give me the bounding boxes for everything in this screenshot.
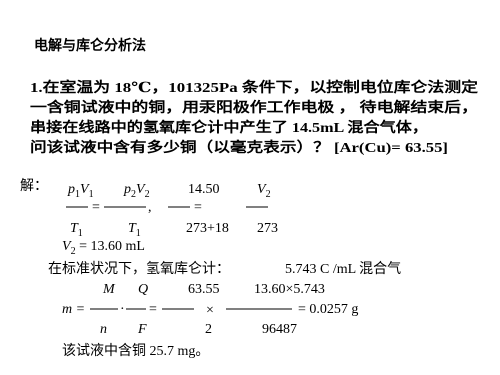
rate-text: 5.743 C /mL 混合气	[285, 261, 401, 277]
operator: =	[149, 302, 157, 317]
lhs: m =	[62, 302, 85, 317]
numerator: 13.60×5.743	[254, 282, 325, 297]
subscript: 2	[71, 246, 76, 257]
problem-line: 1.在室温为 18℃，101325Pa 条件下，以控制电位库仑法测定	[30, 79, 478, 96]
v2-result: V2 = 13.60 mL	[62, 239, 145, 257]
subscript: 2	[131, 189, 136, 200]
subscript: 2	[266, 189, 271, 200]
operator: ,	[148, 200, 152, 215]
symbol: V	[80, 182, 90, 197]
denominator: 96487	[262, 322, 297, 337]
subscript: 2	[145, 189, 150, 200]
denominator: n	[100, 322, 107, 337]
symbol: V	[257, 182, 267, 197]
symbol: T	[128, 221, 137, 236]
text: = 13.60 mL	[76, 239, 145, 254]
operator: ×	[206, 303, 214, 318]
numerator: V2	[257, 182, 271, 200]
answer: 该试液中含铜 25.7 mg。	[62, 343, 209, 359]
operator: =	[92, 200, 100, 215]
standard-text: 在标准状况下，氢氧库仑计：	[48, 261, 230, 277]
denominator: 273+18	[186, 221, 229, 236]
symbol: V	[62, 239, 72, 254]
numerator: 63.55	[188, 282, 220, 297]
numerator: 14.50	[188, 182, 220, 197]
problem-line: 一含铜试液中的铜，用汞阳极作工作电极 ， 待电解结束后，	[30, 99, 478, 116]
subscript: 1	[136, 228, 141, 239]
numerator: M	[102, 282, 116, 297]
symbol: p	[123, 182, 131, 197]
denominator: 273	[257, 221, 278, 236]
subscript: 1	[75, 189, 80, 200]
problem-line: 问该试液中含有多少铜（以毫克表示）？ [Ar(Cu)= 63.55]	[30, 139, 448, 156]
symbol: T	[70, 221, 79, 236]
denominator: 2	[205, 322, 212, 337]
denominator: T1	[128, 221, 141, 239]
operator: =	[194, 200, 202, 215]
problem-line: 串接在线路中的氢氧库仑计中产生了 14.5mL 混合气体，	[30, 119, 428, 136]
solution-label: 解：	[20, 178, 48, 194]
subscript: 1	[89, 189, 94, 200]
denominator: T1	[70, 221, 83, 239]
symbol: p	[67, 182, 75, 197]
numerator: Q	[138, 282, 148, 297]
numerator: p2V2	[123, 182, 150, 200]
result: = 0.0257 g	[298, 302, 358, 317]
denominator: F	[137, 322, 147, 337]
operator: ·	[120, 302, 125, 317]
symbol: V	[136, 182, 146, 197]
subscript: 1	[78, 228, 83, 239]
numerator: p1V1	[67, 182, 94, 200]
title: 电解与库仑分析法	[34, 37, 146, 54]
